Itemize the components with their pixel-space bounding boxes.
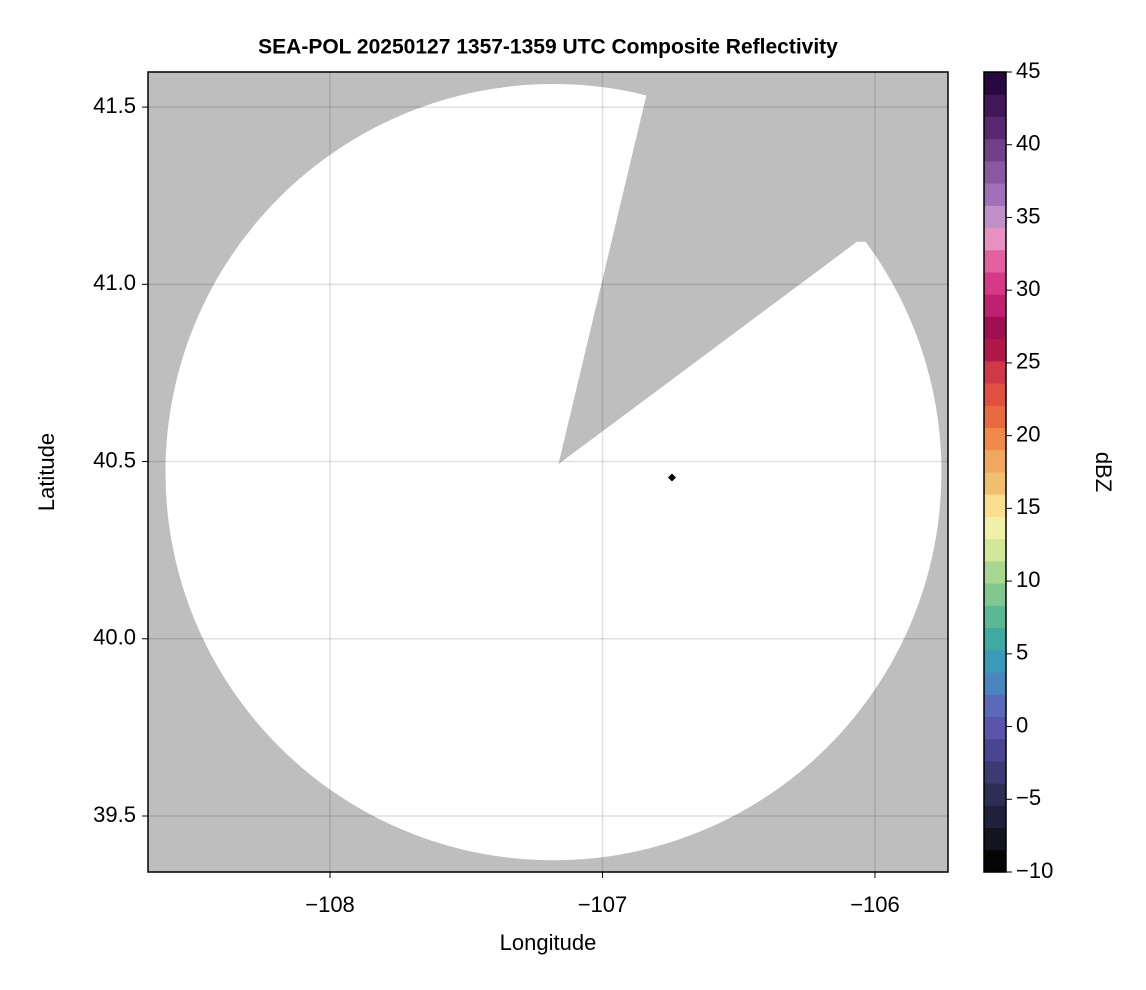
colorbar-band xyxy=(984,338,1006,362)
colorbar-tick-label: 30 xyxy=(1016,276,1040,301)
colorbar-band xyxy=(984,783,1006,806)
colorbar-tick-label: −5 xyxy=(1016,785,1041,810)
colorbar-tick-label: 10 xyxy=(1016,567,1040,592)
colorbar-band xyxy=(984,227,1006,251)
colorbar-band xyxy=(984,249,1006,273)
colorbar-tick-label: 5 xyxy=(1016,640,1028,665)
radar-marker xyxy=(667,473,676,482)
colorbar-band xyxy=(984,716,1006,740)
y-tick-label: 40.5 xyxy=(93,447,136,472)
y-tick-label: 41.5 xyxy=(93,93,136,118)
colorbar-band xyxy=(984,205,1006,229)
colorbar-band xyxy=(984,360,1006,384)
colorbar-band xyxy=(984,427,1006,451)
colorbar-frame xyxy=(983,71,1007,873)
colorbar-band xyxy=(984,72,1006,95)
colorbar-band xyxy=(984,383,1006,406)
colorbar-band xyxy=(984,183,1006,206)
colorbar-tick-label: 20 xyxy=(1016,421,1040,446)
colorbar-band xyxy=(984,538,1006,562)
colorbar-tick-label: 15 xyxy=(1016,494,1040,519)
y-axis-label: Latitude xyxy=(34,433,59,511)
y-tick-label: 41.0 xyxy=(93,270,136,295)
colorbar-band xyxy=(984,160,1006,184)
colorbar-band xyxy=(984,649,1006,673)
plot-frame xyxy=(147,71,949,873)
blocked-sector xyxy=(558,72,948,465)
colorbar-band xyxy=(984,316,1006,340)
x-tick-label: −107 xyxy=(578,892,628,917)
colorbar-band xyxy=(984,516,1006,540)
colorbar-band xyxy=(984,738,1006,762)
colorbar-band xyxy=(984,583,1006,606)
y-tick-label: 40.0 xyxy=(93,625,136,650)
colorbar-band xyxy=(984,805,1006,829)
colorbar-label: dBZ xyxy=(1091,452,1116,492)
colorbar-band xyxy=(984,449,1006,473)
colorbar-tick-label: 40 xyxy=(1016,131,1040,156)
colorbar-band xyxy=(984,627,1006,651)
colorbar-band xyxy=(984,827,1006,851)
colorbar-tick-label: 35 xyxy=(1016,203,1040,228)
colorbar-band xyxy=(984,405,1006,429)
colorbar-band xyxy=(984,849,1006,873)
colorbar-band xyxy=(984,560,1006,584)
colorbar-tick-label: 25 xyxy=(1016,349,1040,374)
colorbar-band xyxy=(984,272,1006,295)
colorbar-band xyxy=(984,94,1006,117)
x-tick-label: −106 xyxy=(850,892,900,917)
colorbar-tick-label: −10 xyxy=(1016,858,1053,883)
colorbar-band xyxy=(984,494,1006,517)
colorbar-band xyxy=(984,605,1006,629)
colorbar-band xyxy=(984,672,1006,695)
colorbar-band xyxy=(984,138,1006,162)
colorbar-band xyxy=(984,472,1006,495)
colorbar-band xyxy=(984,116,1006,140)
y-tick-label: 39.5 xyxy=(93,802,136,827)
colorbar-tick-label: 45 xyxy=(1016,58,1040,83)
chart-title: SEA-POL 20250127 1357-1359 UTC Composite… xyxy=(258,36,838,59)
colorbar-band xyxy=(984,760,1006,784)
colorbar-tick-label: 0 xyxy=(1016,712,1028,737)
x-axis-label: Longitude xyxy=(500,930,597,955)
colorbar-band xyxy=(984,694,1006,717)
colorbar-band xyxy=(984,294,1006,317)
x-tick-label: −108 xyxy=(305,892,355,917)
